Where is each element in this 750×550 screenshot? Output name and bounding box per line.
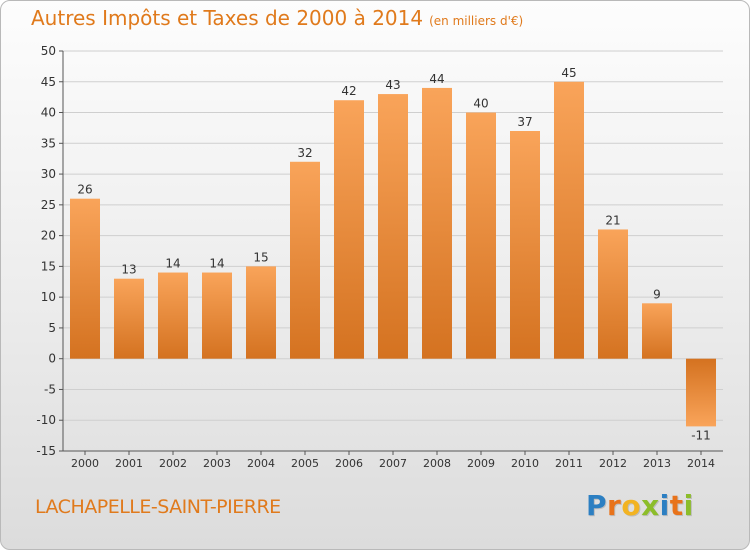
y-tick-label: 15 (41, 259, 56, 273)
logo-letter: o (621, 489, 642, 522)
bar-2012 (598, 229, 628, 359)
data-label: 14 (165, 257, 180, 271)
y-tick-label: 0 (48, 352, 56, 366)
logo-letter: t (669, 489, 684, 522)
data-label: 44 (429, 72, 444, 86)
y-tick-label: 20 (41, 229, 56, 243)
x-tick-label: 2000 (71, 457, 99, 470)
data-label: -11 (691, 428, 711, 442)
bar-2010 (510, 131, 540, 359)
data-label: 43 (385, 78, 400, 92)
y-tick-label: 40 (41, 106, 56, 120)
chart-title: Autres Impôts et Taxes de 2000 à 2014 (en… (31, 6, 523, 30)
x-tick-label: 2009 (467, 457, 495, 470)
y-tick-label: 45 (41, 75, 56, 89)
chart-unit-label: (en milliers d'€) (429, 14, 524, 28)
bar-2003 (202, 272, 232, 359)
bar-2005 (290, 161, 320, 359)
x-tick-label: 2012 (599, 457, 627, 470)
x-tick-label: 2005 (291, 457, 319, 470)
bar-2011 (554, 81, 584, 359)
x-tick-label: 2011 (555, 457, 583, 470)
x-tick-label: 2014 (687, 457, 715, 470)
x-tick-label: 2001 (115, 457, 143, 470)
bar-2002 (158, 272, 188, 359)
x-tick-label: 2010 (511, 457, 539, 470)
bar-2004 (246, 266, 276, 359)
data-label: 40 (473, 97, 488, 111)
data-label: 21 (605, 213, 620, 227)
bar-2007 (378, 94, 408, 359)
bar-2000 (70, 198, 100, 359)
bar-2009 (466, 112, 496, 359)
y-tick-label: 35 (41, 136, 56, 150)
axes (59, 50, 723, 455)
x-tick-label: 2006 (335, 457, 363, 470)
y-tick-label: -15 (36, 444, 56, 458)
data-label: 9 (653, 287, 661, 301)
logo-letter: i (683, 489, 694, 522)
bar-2001 (114, 278, 144, 359)
y-tick-label: 30 (41, 167, 56, 181)
x-tick-label: 2002 (159, 457, 187, 470)
data-label: 15 (253, 250, 268, 264)
x-tick-label: 2007 (379, 457, 407, 470)
chart-title-text: Autres Impôts et Taxes de 2000 à 2014 (31, 6, 424, 30)
proxiti-logo[interactable]: Proxiti (586, 489, 694, 522)
y-tick-label: 10 (41, 290, 56, 304)
x-tick-label: 2008 (423, 457, 451, 470)
data-label: 37 (517, 115, 532, 129)
data-label: 14 (209, 257, 224, 271)
bars (70, 81, 716, 427)
y-tick-label: 50 (41, 44, 56, 58)
y-tick-label: 25 (41, 198, 56, 212)
logo-letter: i (659, 489, 670, 522)
y-tick-label: -10 (36, 413, 56, 427)
data-label: 42 (341, 84, 356, 98)
data-label: 26 (77, 183, 92, 197)
data-label: 32 (297, 146, 312, 160)
y-tick-label: 5 (48, 321, 56, 335)
x-tick-label: 2004 (247, 457, 275, 470)
data-label: 13 (121, 263, 136, 277)
logo-letter: r (607, 489, 622, 522)
bar-2013 (642, 303, 672, 359)
x-tick-label: 2013 (643, 457, 671, 470)
data-label: 45 (561, 66, 576, 80)
bar-2014 (686, 358, 716, 427)
labels: 50454035302520151050-5-10-15262000132001… (36, 44, 715, 470)
commune-name: LACHAPELLE-SAINT-PIERRE (35, 496, 281, 518)
x-tick-label: 2003 (203, 457, 231, 470)
bar-2006 (334, 100, 364, 359)
y-tick-label: -5 (44, 382, 56, 396)
logo-letter: x (641, 489, 660, 522)
logo-letter: P (586, 489, 608, 522)
bar-2008 (422, 87, 452, 359)
